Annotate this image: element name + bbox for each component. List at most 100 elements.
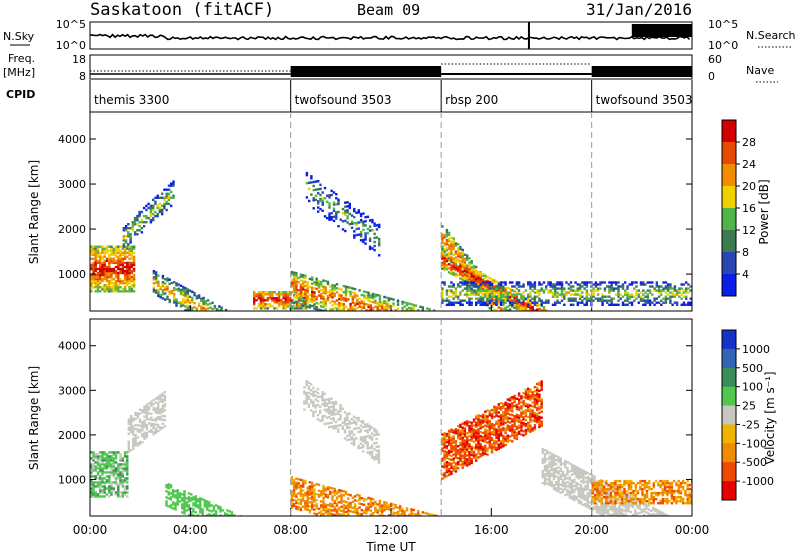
velocity-cell xyxy=(124,487,126,489)
power-cell xyxy=(660,369,662,371)
power-cell xyxy=(599,341,601,343)
power-cell xyxy=(270,356,272,358)
power-cell xyxy=(484,304,486,306)
power-cell xyxy=(572,404,574,406)
power-cell xyxy=(124,274,126,276)
power-cell xyxy=(450,281,452,283)
power-cell xyxy=(522,352,524,354)
power-cell xyxy=(626,304,628,306)
power-cell xyxy=(511,333,513,335)
power-cell xyxy=(155,281,157,283)
power-cell xyxy=(518,330,520,332)
power-cell xyxy=(601,293,603,295)
power-cell xyxy=(615,468,617,470)
power-cell xyxy=(284,341,286,343)
power-cell xyxy=(300,290,302,292)
power-cell xyxy=(450,296,452,298)
power-cell xyxy=(335,203,337,205)
velocity-cell xyxy=(122,491,124,493)
power-cell xyxy=(227,314,229,316)
power-cell xyxy=(559,377,561,379)
power-cell xyxy=(214,323,216,325)
power-cell xyxy=(110,274,112,276)
velocity-cell xyxy=(101,495,103,497)
power-cell xyxy=(554,302,556,304)
power-cell xyxy=(500,289,502,291)
power-cell xyxy=(369,246,371,248)
power-cell xyxy=(554,326,556,328)
power-cell xyxy=(255,307,257,309)
power-cell xyxy=(617,285,619,287)
velocity-cell xyxy=(146,432,148,434)
cpid-label: themis 3300 xyxy=(94,93,169,107)
power-cell xyxy=(642,304,644,306)
power-cell xyxy=(295,272,297,274)
power-cell xyxy=(363,305,365,307)
power-cell xyxy=(606,449,608,451)
power-cell xyxy=(532,302,534,304)
power-cell xyxy=(500,304,502,306)
power-cell xyxy=(547,325,549,327)
power-cell xyxy=(667,379,669,381)
power-cell xyxy=(457,274,459,276)
power-cell xyxy=(513,320,515,322)
power-cell xyxy=(647,296,649,298)
power-cell xyxy=(230,326,232,328)
power-cell xyxy=(604,345,606,347)
power-cell xyxy=(464,287,466,289)
power-cell xyxy=(527,333,529,335)
power-cell xyxy=(268,348,270,350)
power-cell xyxy=(297,297,299,299)
power-cell xyxy=(552,374,554,376)
power-cell xyxy=(209,307,211,309)
power-cell xyxy=(131,246,133,248)
power-cell xyxy=(667,375,669,377)
power-cell xyxy=(633,281,635,283)
power-cell xyxy=(401,329,403,331)
power-cell xyxy=(617,300,619,302)
power-cell xyxy=(166,288,168,290)
power-cell xyxy=(669,522,671,524)
power-cell xyxy=(597,443,599,445)
power-cell xyxy=(404,305,406,307)
power-cell xyxy=(570,335,572,337)
power-cell xyxy=(307,295,309,297)
power-cell xyxy=(583,422,585,424)
power-cell xyxy=(581,329,583,331)
power-cell xyxy=(232,329,234,331)
power-cell xyxy=(239,335,241,337)
power-cell xyxy=(572,410,574,412)
power-cell xyxy=(525,313,527,315)
power-cell xyxy=(581,341,583,343)
power-cell xyxy=(550,378,552,380)
power-cell xyxy=(325,298,327,300)
power-cell xyxy=(377,314,379,316)
power-cell xyxy=(556,315,558,317)
power-cell xyxy=(552,313,554,315)
power-cell xyxy=(608,435,610,437)
power-cell xyxy=(683,386,685,388)
power-cell xyxy=(482,298,484,300)
power-cell xyxy=(486,284,488,286)
power-cell xyxy=(243,341,245,343)
power-cell xyxy=(316,282,318,284)
power-cell xyxy=(335,197,337,199)
power-cell xyxy=(344,220,346,222)
power-cell xyxy=(168,185,170,187)
power-cell xyxy=(145,209,147,211)
power-cell xyxy=(579,293,581,295)
power-cell xyxy=(363,294,365,296)
power-cell xyxy=(448,259,450,261)
power-cell xyxy=(687,291,689,293)
power-cell xyxy=(133,246,135,248)
power-cell xyxy=(611,359,613,361)
power-cell xyxy=(683,383,685,385)
power-cell xyxy=(538,308,540,310)
power-cell xyxy=(498,291,500,293)
power-cell xyxy=(570,403,572,405)
power-cell xyxy=(166,201,168,203)
power-cell xyxy=(410,334,412,336)
power-cell xyxy=(198,296,200,298)
power-cell xyxy=(633,296,635,298)
power-cell xyxy=(189,296,191,298)
